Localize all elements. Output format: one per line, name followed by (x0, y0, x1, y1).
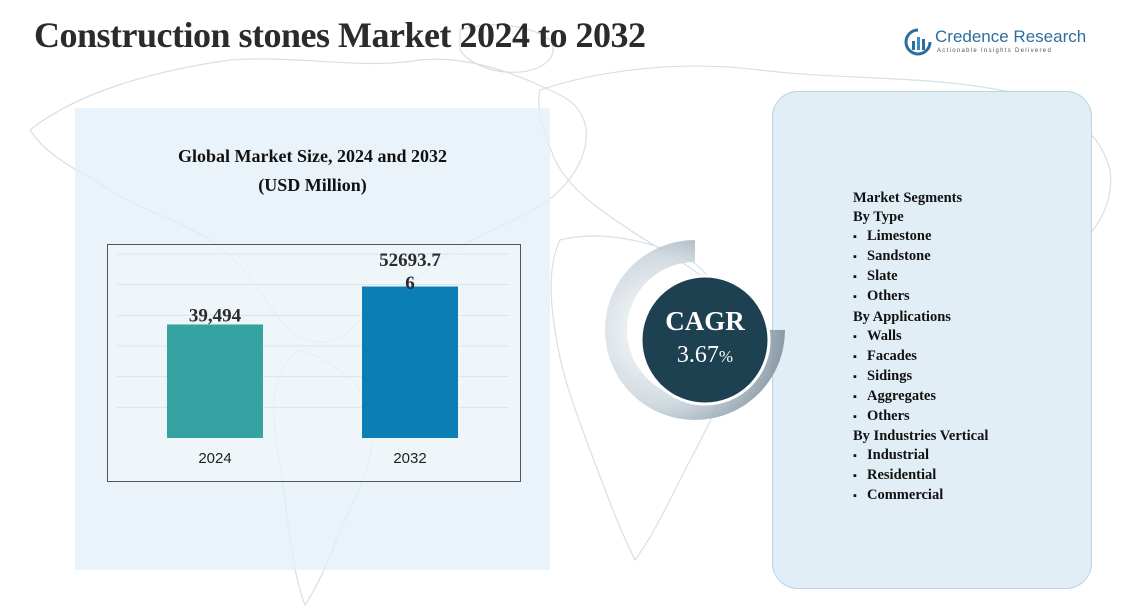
segment-item: Aggregates (853, 387, 1083, 407)
bar-2024 (167, 324, 263, 438)
value-label: 39,494 (189, 305, 242, 326)
cagr-badge (605, 240, 785, 420)
cagr-number: 3.67 (676, 342, 719, 368)
segment-item: Residential (853, 466, 1083, 486)
logo-tagline: Actionable Insights Delivered (937, 48, 1053, 54)
cagr-label: CAGR (665, 306, 745, 336)
segment-item: Facades (853, 347, 1083, 367)
value-labels: 39,494 52693.76 (189, 250, 442, 326)
segment-item: Sidings (853, 367, 1083, 387)
category-label: 2024 (198, 450, 231, 467)
segment-item: Slate (853, 267, 1083, 287)
chart-subtitle: (USD Million) (258, 175, 367, 195)
chart-panel (75, 108, 550, 570)
value-label: 6 (405, 273, 415, 294)
segments-list: Market Segments By TypeLimestoneSandstone… (853, 189, 1083, 507)
segment-item: Commercial (853, 486, 1083, 506)
segment-heading: By Industries Vertical (853, 428, 989, 445)
cagr-unit: % (718, 347, 734, 366)
segment-item: Walls (853, 327, 1083, 347)
cagr-value: 3.67% (641, 342, 769, 369)
segment-item: Industrial (853, 446, 1083, 466)
segment-item: Sandstone (853, 247, 1083, 267)
segment-heading: By Applications (853, 308, 951, 325)
segment-item: Others (853, 407, 1083, 427)
segment-item: Limestone (853, 227, 1083, 247)
chart-title: Global Market Size, 2024 and 2032 (178, 146, 447, 166)
segment-heading: By Type (853, 209, 904, 226)
chart-heading: Global Market Size, 2024 and 2032 (USD M… (75, 142, 550, 200)
page-title: Construction stones Market 2024 to 2032 (34, 15, 646, 55)
bar-2032 (362, 286, 458, 438)
bar-chart: 39,494 52693.76 2024 2032 (117, 250, 509, 467)
cagr-circle (639, 274, 771, 406)
category-label: 2032 (393, 450, 426, 467)
value-label: 52693.7 (379, 250, 441, 271)
segment-heading: Market Segments (853, 190, 963, 206)
segment-item: Others (853, 287, 1083, 307)
bars (167, 286, 458, 438)
brand-logo: Credence Research Actionable Insights De… (904, 26, 1087, 62)
credence-logo-icon (904, 28, 932, 56)
logo-name: Credence Research (935, 27, 1087, 46)
category-labels: 2024 2032 (198, 450, 426, 467)
